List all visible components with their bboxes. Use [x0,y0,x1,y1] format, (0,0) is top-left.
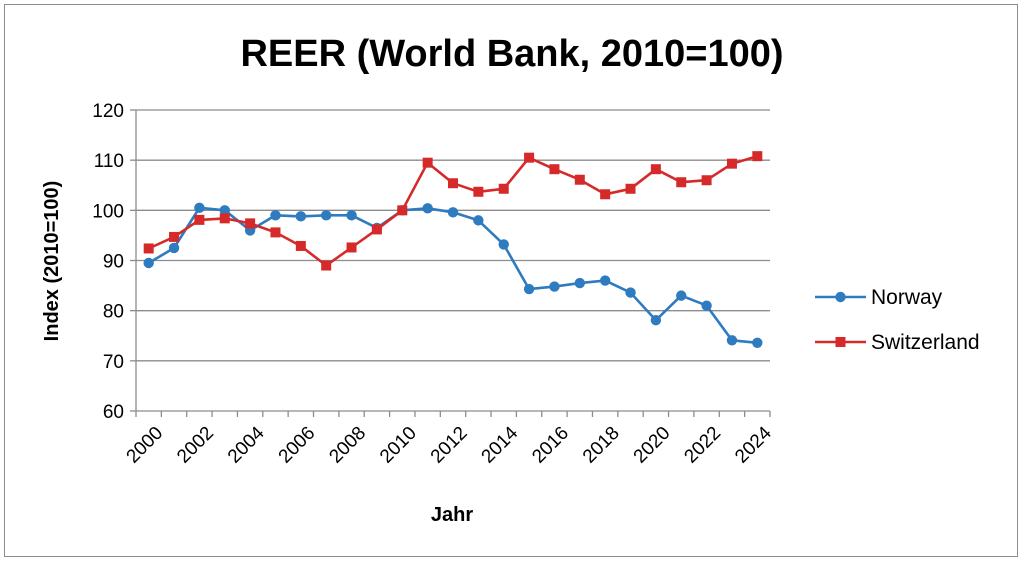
data-point [168,242,180,254]
x-tick-label: 2016 [528,423,573,468]
data-point [523,283,535,295]
x-tick-label: 2002 [173,423,218,468]
y-tick-label: 100 [92,201,124,222]
data-point [422,203,433,214]
data-point [270,227,281,238]
legend-marker [835,291,846,303]
legend-label: Norway [871,286,943,309]
legend-marker [835,337,846,347]
data-point [219,213,230,224]
x-tick-label: 2010 [376,423,421,468]
data-point [726,335,738,346]
x-tick-label: 2000 [123,423,168,468]
series-norway [143,202,763,348]
data-point [169,231,180,242]
legend-label: Switzerland [871,331,980,354]
legend-item-norway: Norway [815,286,943,309]
x-tick-label: 2004 [224,422,269,467]
y-tick-label: 80 [103,302,124,323]
data-point [270,210,281,221]
data-point [549,281,560,292]
data-point [574,277,585,289]
axes [130,109,771,417]
y-tick-label: 60 [103,402,124,423]
x-axis-title: Jahr [431,504,473,526]
data-point [321,210,332,221]
data-point [448,178,458,189]
data-point [574,174,585,185]
data-point [143,257,154,269]
data-point [676,290,687,301]
data-point [701,300,712,311]
x-tick-labels: 2000 2002 2004 2006 2008 2010 2012 2014 2016 2018… [123,422,777,467]
data-point [219,205,230,216]
data-point [650,314,662,326]
data-point [473,186,484,197]
y-axis-title: Index (2010=100) [41,181,63,342]
y-tick-label: 70 [103,352,124,373]
data-point [650,164,661,175]
data-point [752,337,763,348]
data-point [321,260,332,271]
data-point [676,177,687,188]
y-tick-label: 90 [103,252,124,273]
data-point [625,287,636,298]
legend-item-switzerland: Switzerland [815,331,980,354]
data-point [600,189,611,200]
data-point [473,215,484,226]
series-switzerland [143,151,763,271]
data-point [599,275,611,286]
x-tick-label: 2018 [579,423,624,468]
y-tick-labels: 60 70 80 90 100 110 120 [92,101,124,423]
x-tick-label: 2024 [731,422,776,467]
series-line [148,206,758,345]
chart-title: REER (World Bank, 2010=100) [240,33,783,75]
data-point [549,164,560,175]
data-point [447,207,459,218]
data-point [346,242,357,253]
data-point [295,211,307,222]
data-point [498,183,509,194]
x-tick-label: 2020 [630,423,675,468]
x-tick-label: 2006 [275,423,320,468]
data-point [498,239,509,250]
data-point [346,210,357,221]
data-point [752,151,763,162]
y-tick-label: 110 [94,151,124,172]
x-tick-label: 2012 [427,423,472,468]
data-point [295,240,306,251]
data-point [143,243,154,254]
data-point [245,218,256,229]
data-point [625,183,636,194]
data-point [524,152,535,163]
data-point [371,224,382,235]
data-point [194,214,205,225]
gridlines [136,109,770,362]
data-point [701,175,712,186]
x-tick-label: 2022 [680,423,725,468]
legend: Norway Switzerland [815,286,980,354]
y-tick-label: 120 [92,101,124,122]
data-point [422,157,433,168]
data-point [726,158,737,169]
chart-frame [4,4,1018,557]
series [143,151,763,348]
data-point [397,205,408,216]
data-point [194,202,205,214]
x-tick-label: 2014 [478,422,523,467]
x-tick-label: 2008 [325,423,370,468]
